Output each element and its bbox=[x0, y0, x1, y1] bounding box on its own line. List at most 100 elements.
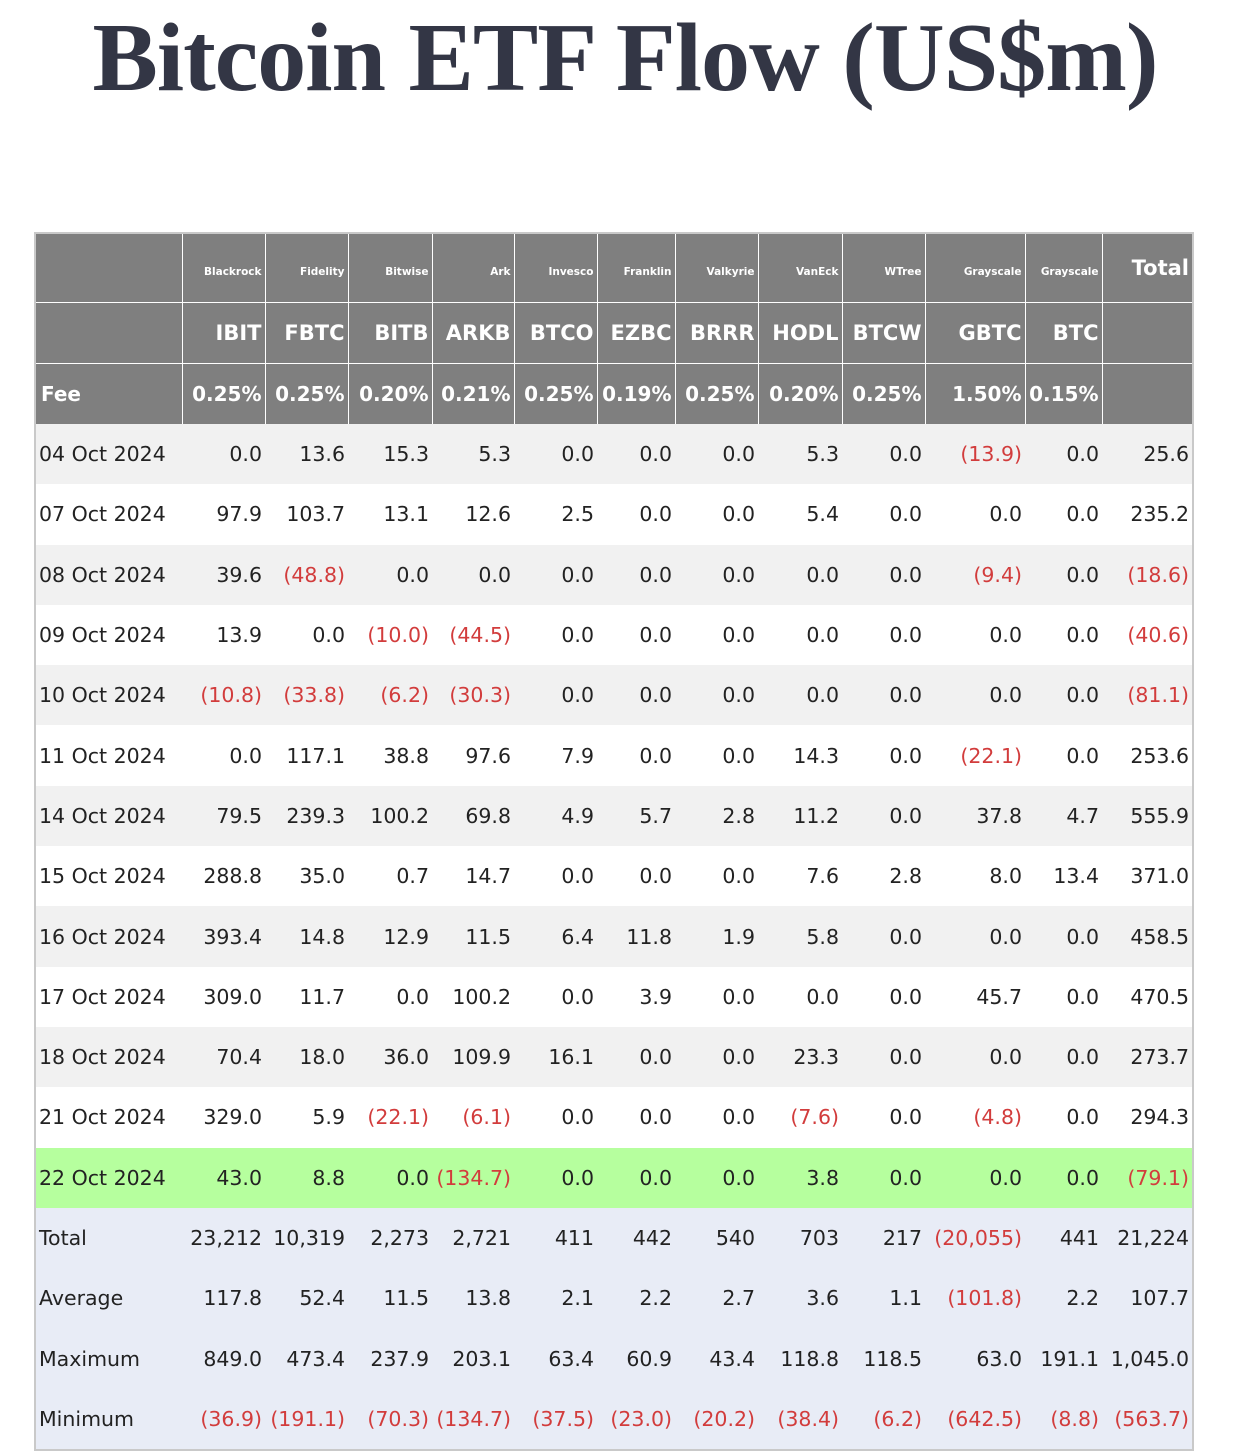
flow-value-cell: 0.0 bbox=[514, 544, 597, 605]
flow-value-cell: (22.1) bbox=[925, 725, 1025, 786]
flow-value-cell: (9.4) bbox=[925, 544, 1025, 605]
flow-value-cell: 0.0 bbox=[1025, 544, 1102, 605]
issuer-header: Ark bbox=[432, 234, 515, 303]
flow-value-cell: 442 bbox=[597, 1207, 675, 1269]
flow-value-cell: 35.0 bbox=[265, 846, 348, 907]
flow-value-cell: (6.2) bbox=[348, 665, 432, 726]
fee-value: 0.25% bbox=[514, 363, 598, 424]
flow-value-cell: (642.5) bbox=[925, 1388, 1025, 1450]
flow-value-cell: 45.7 bbox=[925, 966, 1025, 1027]
flow-value-cell: 69.8 bbox=[432, 785, 514, 847]
ticker-header: FBTC bbox=[265, 302, 349, 364]
flow-value-cell: 0.0 bbox=[675, 846, 758, 907]
flow-value-cell: 0.0 bbox=[1025, 484, 1102, 545]
flow-value-cell: 235.2 bbox=[1102, 484, 1192, 545]
ticker-header: GBTC bbox=[925, 302, 1026, 364]
issuer-header: Invesco bbox=[514, 234, 598, 303]
flow-value-cell: 118.5 bbox=[842, 1328, 925, 1389]
flow-value-cell: 0.0 bbox=[1025, 1147, 1102, 1208]
flow-value-cell: (30.3) bbox=[432, 665, 514, 726]
etf-flow-table: Blackrock Fidelity Bitwise Ark Invesco F… bbox=[36, 234, 1192, 1450]
flow-value-cell: 0.0 bbox=[842, 1026, 925, 1088]
table-row: 18 Oct 2024 70.4 18.0 36.0 109.9 16.1 0.0 0.0 23… bbox=[36, 1026, 1192, 1088]
summary-row: Minimum (36.9) (191.1) (70.3) (134.7) (37.5)(… bbox=[36, 1388, 1192, 1450]
flow-value-cell: 0.0 bbox=[842, 424, 925, 485]
flow-value-cell: 21,224 bbox=[1102, 1207, 1192, 1269]
issuer-header: Fidelity bbox=[265, 234, 349, 303]
flow-value-cell: 203.1 bbox=[432, 1328, 514, 1389]
flow-value-cell: 2.2 bbox=[1025, 1268, 1102, 1329]
flow-value-cell: (8.8) bbox=[1025, 1388, 1102, 1450]
flow-value-cell: 5.8 bbox=[758, 906, 842, 967]
summary-row: Maximum 849.0 473.4 237.9 203.1 63.4 60.9 43.4 1… bbox=[36, 1328, 1192, 1389]
summary-row: Average 117.8 52.4 11.5 13.8 2.1 2.2 2.7 3.6 1.1(… bbox=[36, 1268, 1192, 1329]
ticker-header-row: IBIT FBTC BITB ARKB BTCO EZBC BRRR HODL … bbox=[36, 302, 1192, 364]
flow-value-cell: (70.3) bbox=[348, 1388, 432, 1450]
flow-value-cell: 0.0 bbox=[1025, 725, 1102, 786]
flow-value-cell: 11.7 bbox=[265, 966, 348, 1027]
flow-value-cell: 7.6 bbox=[758, 846, 842, 907]
flow-value-cell: 11.8 bbox=[597, 906, 675, 967]
row-date: 04 Oct 2024 bbox=[36, 424, 182, 485]
table-row: 11 Oct 2024 0.0 117.1 38.8 97.6 7.9 0.0 0.0 14.3… bbox=[36, 725, 1192, 786]
flow-value-cell: 117.1 bbox=[265, 725, 348, 786]
flow-value-cell: 0.0 bbox=[675, 725, 758, 786]
issuer-header-row: Blackrock Fidelity Bitwise Ark Invesco F… bbox=[36, 234, 1192, 303]
flow-value-cell: 0.0 bbox=[925, 484, 1025, 545]
summary-label: Average bbox=[36, 1268, 182, 1329]
issuer-header: Bitwise bbox=[348, 234, 433, 303]
flow-value-cell: 3.9 bbox=[597, 966, 675, 1027]
flow-value-cell: (10.0) bbox=[348, 604, 432, 666]
header-blank-cell bbox=[1102, 302, 1192, 364]
row-date: 08 Oct 2024 bbox=[36, 544, 182, 605]
issuer-header: Valkyrie bbox=[675, 234, 759, 303]
fee-value: 0.15% bbox=[1025, 363, 1103, 424]
flow-value-cell: (40.6) bbox=[1102, 604, 1192, 666]
flow-value-cell: 0.0 bbox=[514, 846, 597, 907]
flow-value-cell: 60.9 bbox=[597, 1328, 675, 1389]
flow-value-cell: 63.4 bbox=[514, 1328, 597, 1389]
flow-value-cell: (38.4) bbox=[758, 1388, 842, 1450]
flow-value-cell: 0.0 bbox=[597, 424, 675, 485]
ticker-header: BTC bbox=[1025, 302, 1103, 364]
flow-value-cell: 8.8 bbox=[265, 1147, 348, 1208]
flow-value-cell: 13.4 bbox=[1025, 846, 1102, 907]
flow-value-cell: 0.7 bbox=[348, 846, 432, 907]
flow-value-cell: 97.9 bbox=[182, 484, 265, 545]
flow-value-cell: 3.8 bbox=[758, 1147, 842, 1208]
fee-value: 0.20% bbox=[758, 363, 843, 424]
row-date: 15 Oct 2024 bbox=[36, 846, 182, 907]
flow-value-cell: 0.0 bbox=[514, 604, 597, 666]
flow-value-cell: (7.6) bbox=[758, 1087, 842, 1148]
flow-value-cell: 0.0 bbox=[597, 604, 675, 666]
flow-value-cell: 39.6 bbox=[182, 544, 265, 605]
flow-value-cell: 0.0 bbox=[758, 665, 842, 726]
flow-value-cell: 109.9 bbox=[432, 1026, 514, 1088]
flow-value-cell: (6.1) bbox=[432, 1087, 514, 1148]
flow-value-cell: 849.0 bbox=[182, 1328, 265, 1389]
flow-value-cell: 555.9 bbox=[1102, 785, 1192, 847]
flow-value-cell: 38.8 bbox=[348, 725, 432, 786]
flow-value-cell: 5.3 bbox=[432, 424, 514, 485]
flow-value-cell: 0.0 bbox=[842, 544, 925, 605]
flow-value-cell: 70.4 bbox=[182, 1026, 265, 1088]
row-date: 07 Oct 2024 bbox=[36, 484, 182, 545]
table-row: 16 Oct 2024 393.4 14.8 12.9 11.5 6.4 11.8 1.9 5.… bbox=[36, 906, 1192, 967]
fee-value: 1.50% bbox=[925, 363, 1026, 424]
flow-value-cell: 393.4 bbox=[182, 906, 265, 967]
flow-value-cell: 371.0 bbox=[1102, 846, 1192, 907]
flow-value-cell: 2,273 bbox=[348, 1207, 432, 1269]
flow-value-cell: (36.9) bbox=[182, 1388, 265, 1450]
flow-value-cell: 0.0 bbox=[182, 424, 265, 485]
fee-label: Fee bbox=[36, 363, 183, 424]
flow-value-cell: 5.3 bbox=[758, 424, 842, 485]
flow-value-cell: 2,721 bbox=[432, 1207, 514, 1269]
flow-value-cell: 5.4 bbox=[758, 484, 842, 545]
flow-value-cell: 0.0 bbox=[758, 604, 842, 666]
flow-value-cell: 7.9 bbox=[514, 725, 597, 786]
flow-value-cell: 0.0 bbox=[925, 604, 1025, 666]
flow-value-cell: 2.5 bbox=[514, 484, 597, 545]
flow-value-cell: 239.3 bbox=[265, 785, 348, 847]
flow-value-cell: 470.5 bbox=[1102, 966, 1192, 1027]
page-title: Bitcoin ETF Flow (US$m) bbox=[92, 4, 1159, 112]
